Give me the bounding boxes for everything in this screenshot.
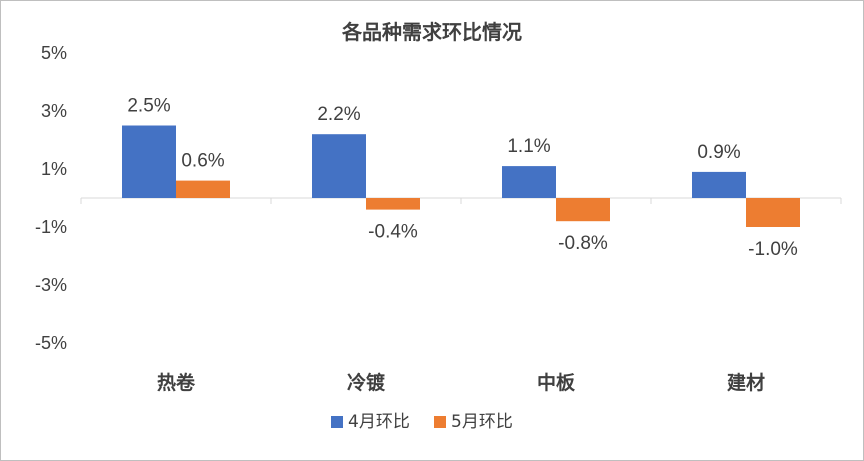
data-labels: 2.5% 0.6% 2.2% -0.4% 1.1% -0.8% 0.9% -1.0% [127, 96, 798, 261]
bar-may [556, 198, 610, 222]
y-tick-label: 3% [41, 101, 67, 121]
bar-may [746, 198, 800, 227]
data-label: 0.9% [697, 142, 740, 163]
y-tick-label: -5% [35, 333, 67, 353]
category-label: 建材 [727, 371, 765, 394]
bar-apr [502, 166, 556, 198]
data-label: -0.8% [558, 233, 608, 254]
data-label: 0.6% [181, 151, 224, 172]
data-label: -1.0% [748, 239, 798, 260]
chart-title: 各品种需求环比情况 [341, 20, 522, 44]
category-labels: 热卷 冷镀 中板 建材 [157, 371, 765, 394]
category-label: 冷镀 [347, 371, 386, 394]
y-tick-label: -3% [35, 275, 67, 295]
category-label: 热卷 [157, 371, 196, 394]
legend-swatch [434, 416, 446, 428]
data-label: 2.5% [127, 96, 170, 117]
category-label: 中板 [537, 371, 576, 394]
y-tick-label: 5% [41, 43, 67, 63]
data-label: -0.4% [368, 222, 418, 243]
legend-label: 4月环比 [348, 412, 410, 432]
data-label: 2.2% [317, 104, 360, 125]
legend-swatch [331, 416, 343, 428]
data-label: 1.1% [507, 136, 550, 157]
y-axis-ticks: 5% 3% 1% -1% -3% -5% [35, 43, 67, 353]
bars [122, 125, 800, 227]
bar-apr [692, 171, 746, 198]
legend: 4月环比 5月环比 [331, 412, 513, 432]
bar-apr [122, 125, 176, 198]
bar-apr [312, 134, 366, 198]
bar-may [366, 198, 420, 210]
bar-may [176, 180, 230, 198]
y-tick-label: 1% [41, 159, 67, 179]
legend-label: 5月环比 [451, 412, 513, 432]
y-tick-label: -1% [35, 217, 67, 237]
